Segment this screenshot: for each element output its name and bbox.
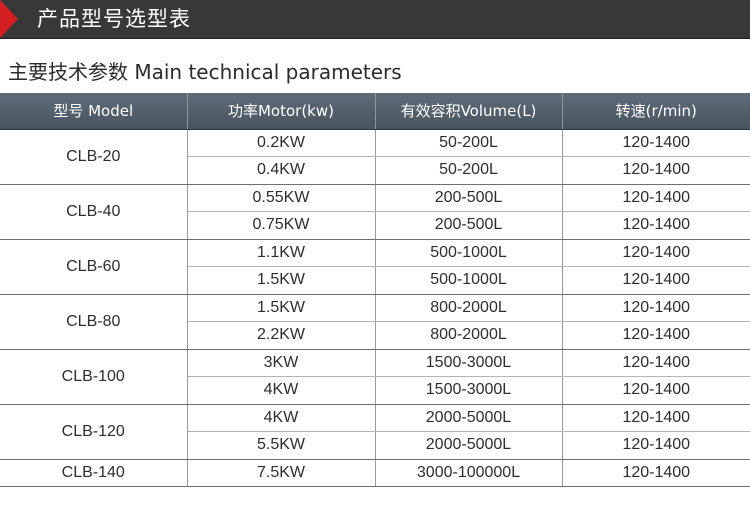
speed-cell: 120-1400 bbox=[562, 266, 750, 295]
power-cell: 1.5KW bbox=[187, 294, 376, 322]
volume-cell: 200-500L bbox=[375, 211, 563, 240]
model-cell: CLB-120 bbox=[0, 404, 188, 460]
volume-cell: 800-2000L bbox=[375, 321, 563, 350]
table-row: 2.2KW 800-2000L 120-1400 bbox=[0, 321, 750, 350]
speed-cell: 120-1400 bbox=[562, 156, 750, 185]
banner-title: 产品型号选型表 bbox=[37, 7, 191, 31]
volume-cell: 50-200L bbox=[375, 129, 563, 157]
banner-arrow-icon bbox=[0, 0, 18, 38]
power-cell: 1.1KW bbox=[187, 239, 376, 267]
model-cell: CLB-60 bbox=[0, 239, 188, 295]
header-power: 功率Motor(kw) bbox=[187, 93, 376, 130]
power-cell: 4KW bbox=[187, 404, 376, 432]
header-model: 型号 Model bbox=[0, 93, 188, 130]
table-header-row: 型号 Model 功率Motor(kw) 有效容积Volume(L) 转速(r/… bbox=[0, 93, 750, 130]
model-cell: CLB-40 bbox=[0, 184, 188, 240]
model-cell: CLB-140 bbox=[0, 459, 188, 487]
power-cell: 4KW bbox=[187, 376, 376, 405]
speed-cell: 120-1400 bbox=[562, 404, 750, 432]
power-cell: 3KW bbox=[187, 349, 376, 377]
table-row: 0.4KW 50-200L 120-1400 bbox=[0, 156, 750, 185]
volume-cell: 500-1000L bbox=[375, 239, 563, 267]
speed-cell: 120-1400 bbox=[562, 376, 750, 405]
power-cell: 2.2KW bbox=[187, 321, 376, 350]
volume-cell: 2000-5000L bbox=[375, 404, 563, 432]
volume-cell: 2000-5000L bbox=[375, 431, 563, 460]
model-cell: CLB-80 bbox=[0, 294, 188, 350]
volume-cell: 50-200L bbox=[375, 156, 563, 185]
speed-cell: 120-1400 bbox=[562, 129, 750, 157]
power-cell: 5.5KW bbox=[187, 431, 376, 460]
volume-cell: 1500-3000L bbox=[375, 376, 563, 405]
table-row: CLB-40 0.55KW 200-500L 120-1400 bbox=[0, 184, 750, 240]
speed-cell: 120-1400 bbox=[562, 294, 750, 322]
volume-cell: 3000-100000L bbox=[375, 459, 563, 487]
speed-cell: 120-1400 bbox=[562, 321, 750, 350]
table-row: CLB-140 7.5KW 3000-100000L 120-1400 bbox=[0, 459, 750, 487]
speed-cell: 120-1400 bbox=[562, 211, 750, 240]
power-cell: 1.5KW bbox=[187, 266, 376, 295]
model-cell: CLB-100 bbox=[0, 349, 188, 405]
header-speed: 转速(r/min) bbox=[562, 93, 750, 130]
section-banner: 产品型号选型表 bbox=[0, 0, 750, 39]
power-cell: 0.4KW bbox=[187, 156, 376, 185]
table-row: 5.5KW 2000-5000L 120-1400 bbox=[0, 431, 750, 460]
speed-cell: 120-1400 bbox=[562, 431, 750, 460]
speed-cell: 120-1400 bbox=[562, 239, 750, 267]
power-cell: 0.55KW bbox=[187, 184, 376, 212]
power-cell: 0.2KW bbox=[187, 129, 376, 157]
table-row: 0.75KW 200-500L 120-1400 bbox=[0, 211, 750, 240]
table-row: CLB-100 3KW 1500-3000L 120-1400 bbox=[0, 349, 750, 405]
speed-cell: 120-1400 bbox=[562, 459, 750, 487]
volume-cell: 800-2000L bbox=[375, 294, 563, 322]
table-body: CLB-20 0.2KW 50-200L 120-1400 0.4KW 50-200L 12… bbox=[0, 129, 750, 487]
table-row: CLB-20 0.2KW 50-200L 120-1400 bbox=[0, 129, 750, 185]
volume-cell: 200-500L bbox=[375, 184, 563, 212]
parameters-table: 型号 Model 功率Motor(kw) 有效容积Volume(L) 转速(r/… bbox=[0, 93, 750, 487]
power-cell: 7.5KW bbox=[187, 459, 376, 487]
table-row: CLB-60 1.1KW 500-1000L 120-1400 bbox=[0, 239, 750, 295]
volume-cell: 500-1000L bbox=[375, 266, 563, 295]
model-cell: CLB-20 bbox=[0, 129, 188, 185]
power-cell: 0.75KW bbox=[187, 211, 376, 240]
table-row: CLB-120 4KW 2000-5000L 120-1400 bbox=[0, 404, 750, 460]
volume-cell: 1500-3000L bbox=[375, 349, 563, 377]
section-title: 主要技术参数 Main technical parameters bbox=[8, 60, 402, 84]
speed-cell: 120-1400 bbox=[562, 184, 750, 212]
speed-cell: 120-1400 bbox=[562, 349, 750, 377]
table-row: 4KW 1500-3000L 120-1400 bbox=[0, 376, 750, 405]
table-row: CLB-80 1.5KW 800-2000L 120-1400 bbox=[0, 294, 750, 350]
header-volume: 有效容积Volume(L) bbox=[375, 93, 563, 130]
table-row: 1.5KW 500-1000L 120-1400 bbox=[0, 266, 750, 295]
